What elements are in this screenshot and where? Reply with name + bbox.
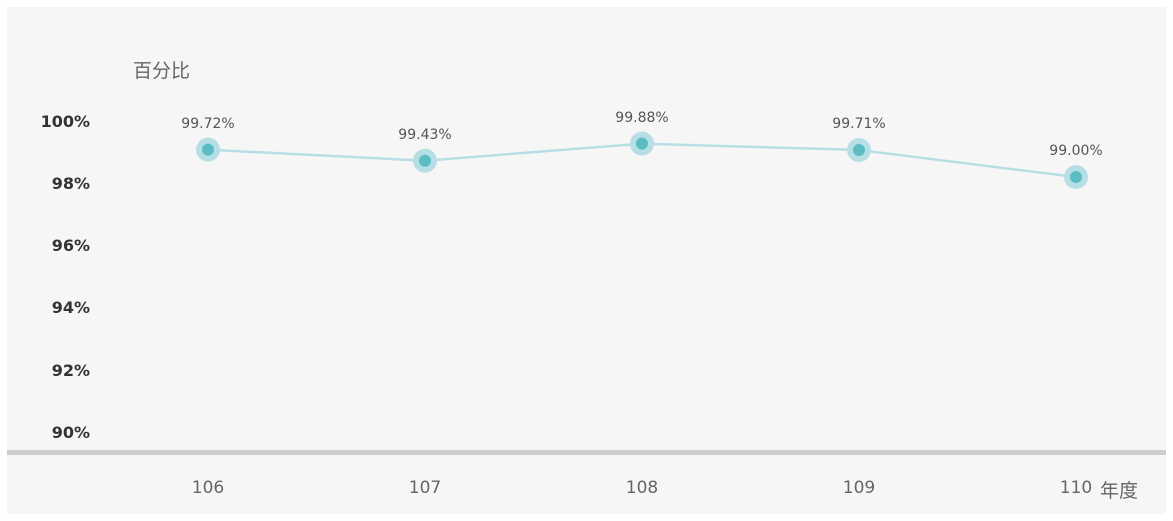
x-axis-unit-label: 年度 (1100, 480, 1139, 502)
x-tick-label: 110 (1059, 478, 1093, 498)
data-point[interactable] (419, 154, 431, 167)
y-tick-label: 94% (51, 298, 90, 317)
y-tick-label: 98% (51, 174, 90, 193)
x-tick-label: 108 (625, 478, 659, 498)
x-axis-line (7, 450, 1166, 455)
data-label: 99.43% (398, 126, 452, 143)
data-point[interactable] (853, 144, 865, 157)
data-label: 99.71% (832, 116, 886, 133)
x-tick-label: 107 (408, 478, 442, 498)
data-label: 99.72% (181, 115, 235, 132)
data-point[interactable] (636, 137, 648, 150)
data-label: 99.00% (1049, 143, 1103, 160)
plot-panel (7, 7, 1166, 514)
data-point[interactable] (202, 143, 214, 156)
y-tick-label: 100% (40, 112, 90, 131)
y-tick-label: 96% (51, 236, 90, 255)
x-tick-label: 106 (191, 478, 225, 498)
data-label: 99.88% (615, 109, 669, 126)
y-axis-unit-label: 百分比 (133, 60, 191, 82)
x-tick-label: 109 (842, 478, 876, 498)
y-tick-label: 90% (51, 423, 90, 442)
data-point[interactable] (1070, 171, 1082, 184)
y-tick-label: 92% (51, 361, 90, 380)
